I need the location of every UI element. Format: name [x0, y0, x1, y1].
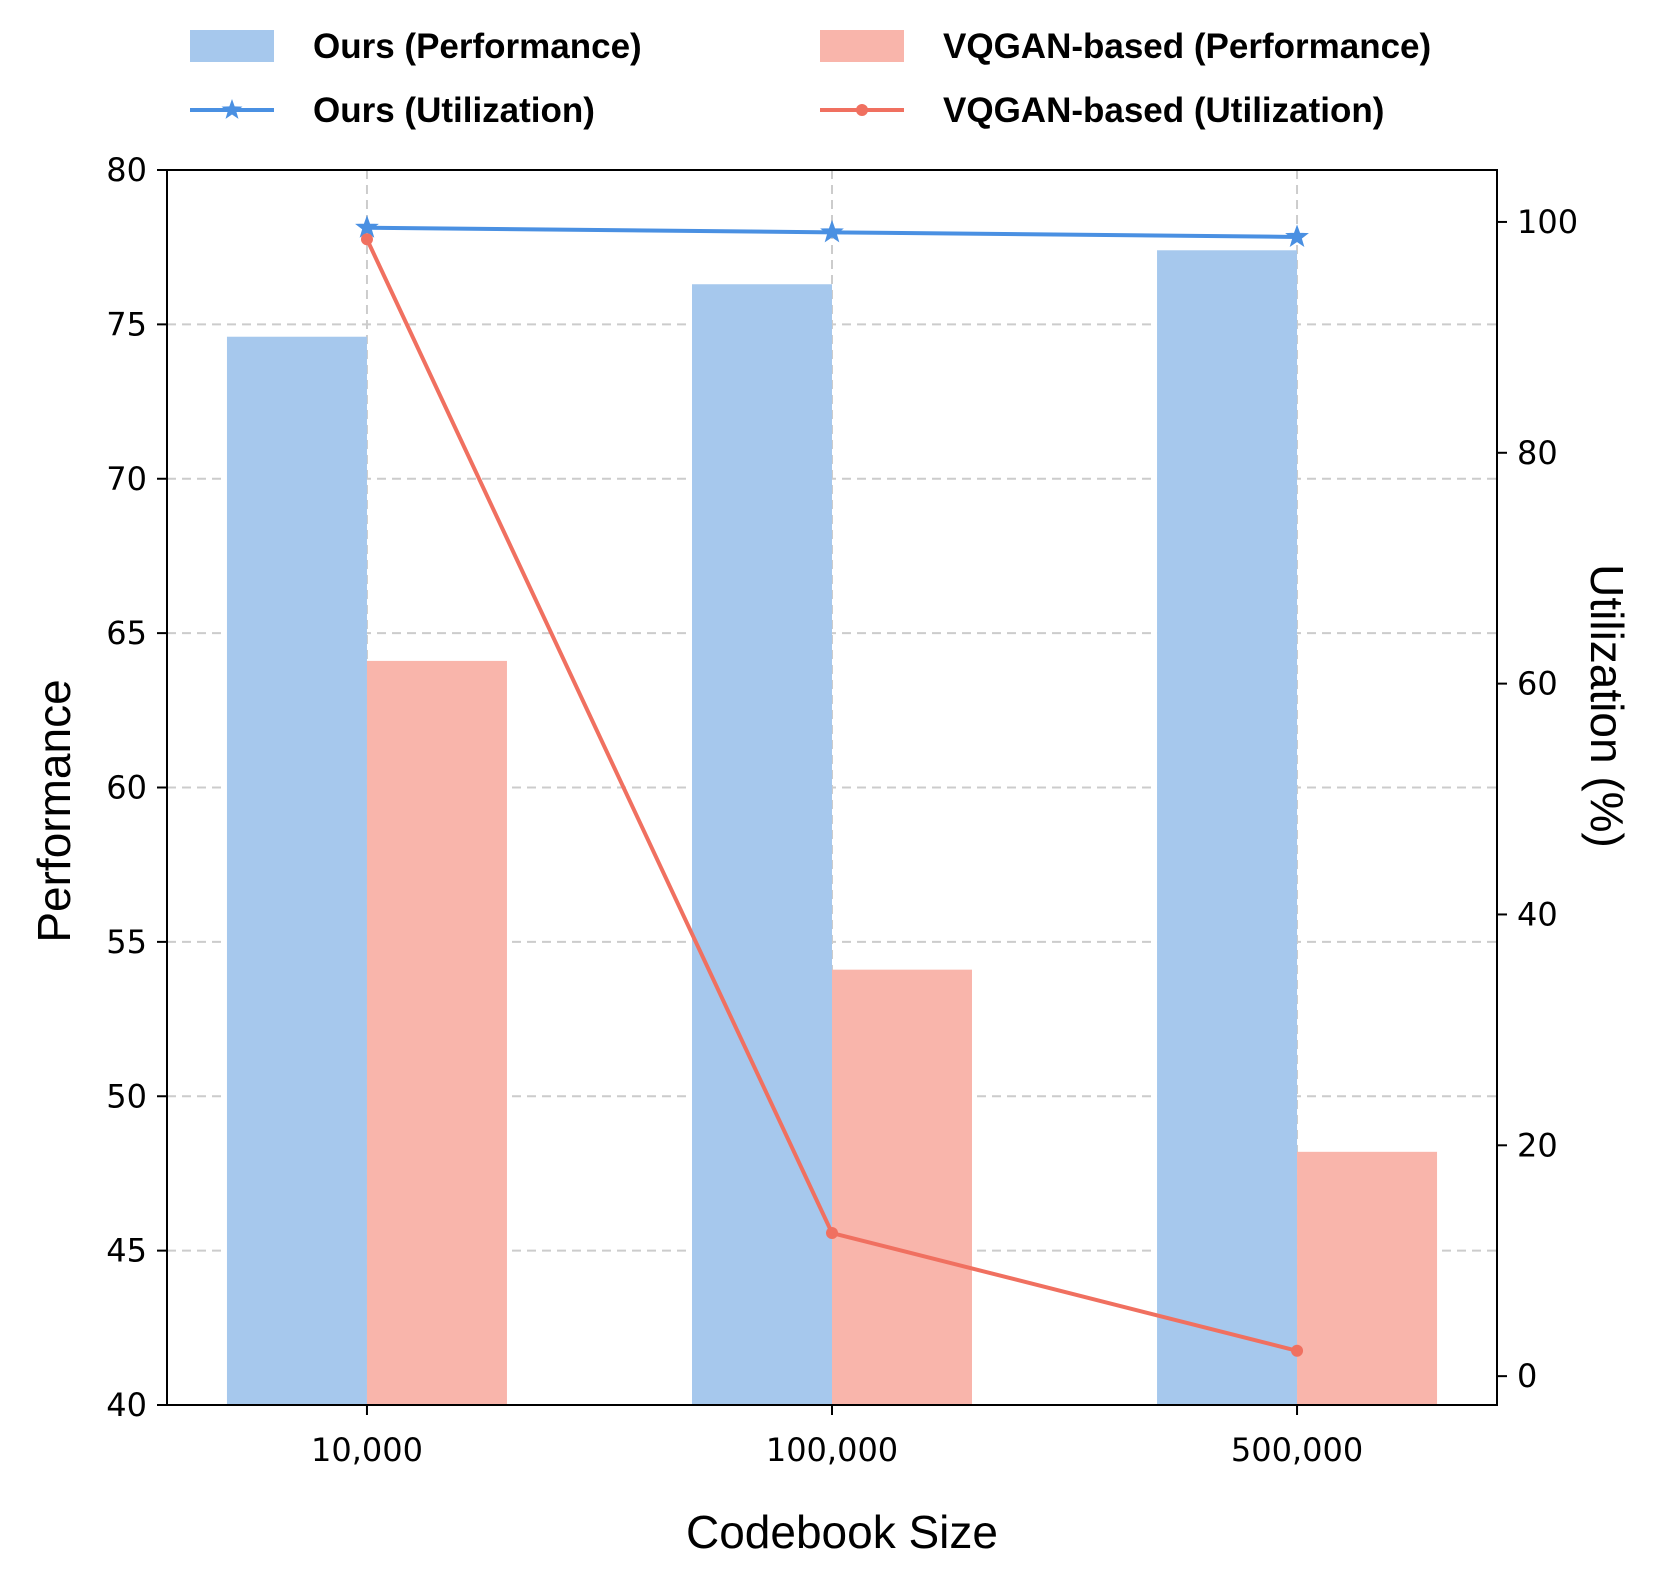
- legend-item-0: Ours (Performance): [190, 27, 642, 66]
- bar-vqgan-2: [1297, 1151, 1438, 1405]
- marker-vqgan-1: [826, 1227, 838, 1240]
- legend-label: VQGAN-based (Utilization): [943, 91, 1384, 130]
- bar-vqgan-0: [366, 660, 507, 1405]
- bar-ours-0: [226, 336, 367, 1406]
- y-tick-label: 75: [106, 305, 147, 343]
- x-axis-title: Codebook Size: [686, 1506, 998, 1558]
- y-tick-label: 50: [106, 1077, 147, 1115]
- y-tick-label: 40: [106, 1386, 147, 1424]
- y-tick-label: 80: [106, 151, 147, 189]
- legend-circle-marker: [856, 104, 868, 116]
- bar-ours-1: [692, 284, 832, 1405]
- y2-tick-label: 40: [1517, 895, 1558, 933]
- axes-layer: 40 45 50 55 60 65 70 75 80 0 20 40 60 80 100 10,000 100,…: [106, 151, 1578, 1469]
- marker-ours-0: [355, 215, 379, 238]
- marker-vqgan-0: [360, 233, 373, 246]
- y-tick-label: 55: [106, 923, 147, 961]
- y-tick-label: 70: [106, 460, 147, 498]
- y2-tick-label: 80: [1517, 434, 1558, 472]
- legend-item-2: Ours (Utilization): [190, 91, 595, 130]
- y2-tick-label: 60: [1517, 665, 1558, 703]
- legend-label: VQGAN-based (Performance): [943, 27, 1431, 66]
- y2-tick-label: 20: [1517, 1126, 1558, 1164]
- lines-layer: [355, 215, 1309, 1357]
- marker-vqgan-2: [1291, 1344, 1304, 1357]
- bar-ours-2: [1157, 250, 1298, 1405]
- y2-axis-title: Utilization (%): [1581, 564, 1633, 848]
- y-tick-label: 45: [106, 1232, 147, 1270]
- legend-item-1: VQGAN-based (Performance): [820, 27, 1431, 66]
- y-axis-title: Performance: [28, 679, 80, 942]
- y-tick-label: 60: [106, 769, 147, 807]
- y-tick-label: 65: [106, 614, 147, 652]
- marker-ours-2: [1285, 224, 1309, 248]
- legend-label: Ours (Performance): [313, 27, 642, 66]
- x-tick-label: 500,000: [1231, 1431, 1363, 1469]
- legend: Ours (Performance) VQGAN-based (Performan…: [190, 27, 1431, 130]
- legend-label: Ours (Utilization): [313, 91, 595, 130]
- legend-swatch: [190, 30, 274, 62]
- bar-vqgan-1: [832, 969, 972, 1405]
- legend-star-marker: [221, 99, 243, 119]
- legend-swatch: [820, 30, 904, 62]
- x-tick-label: 100,000: [766, 1431, 898, 1469]
- bars-layer: [226, 250, 1438, 1406]
- x-tick-label: 10,000: [311, 1431, 423, 1469]
- legend-item-3: VQGAN-based (Utilization): [820, 91, 1384, 130]
- marker-ours-1: [820, 219, 844, 243]
- y2-tick-label: 0: [1517, 1357, 1537, 1395]
- y2-tick-label: 100: [1517, 203, 1578, 241]
